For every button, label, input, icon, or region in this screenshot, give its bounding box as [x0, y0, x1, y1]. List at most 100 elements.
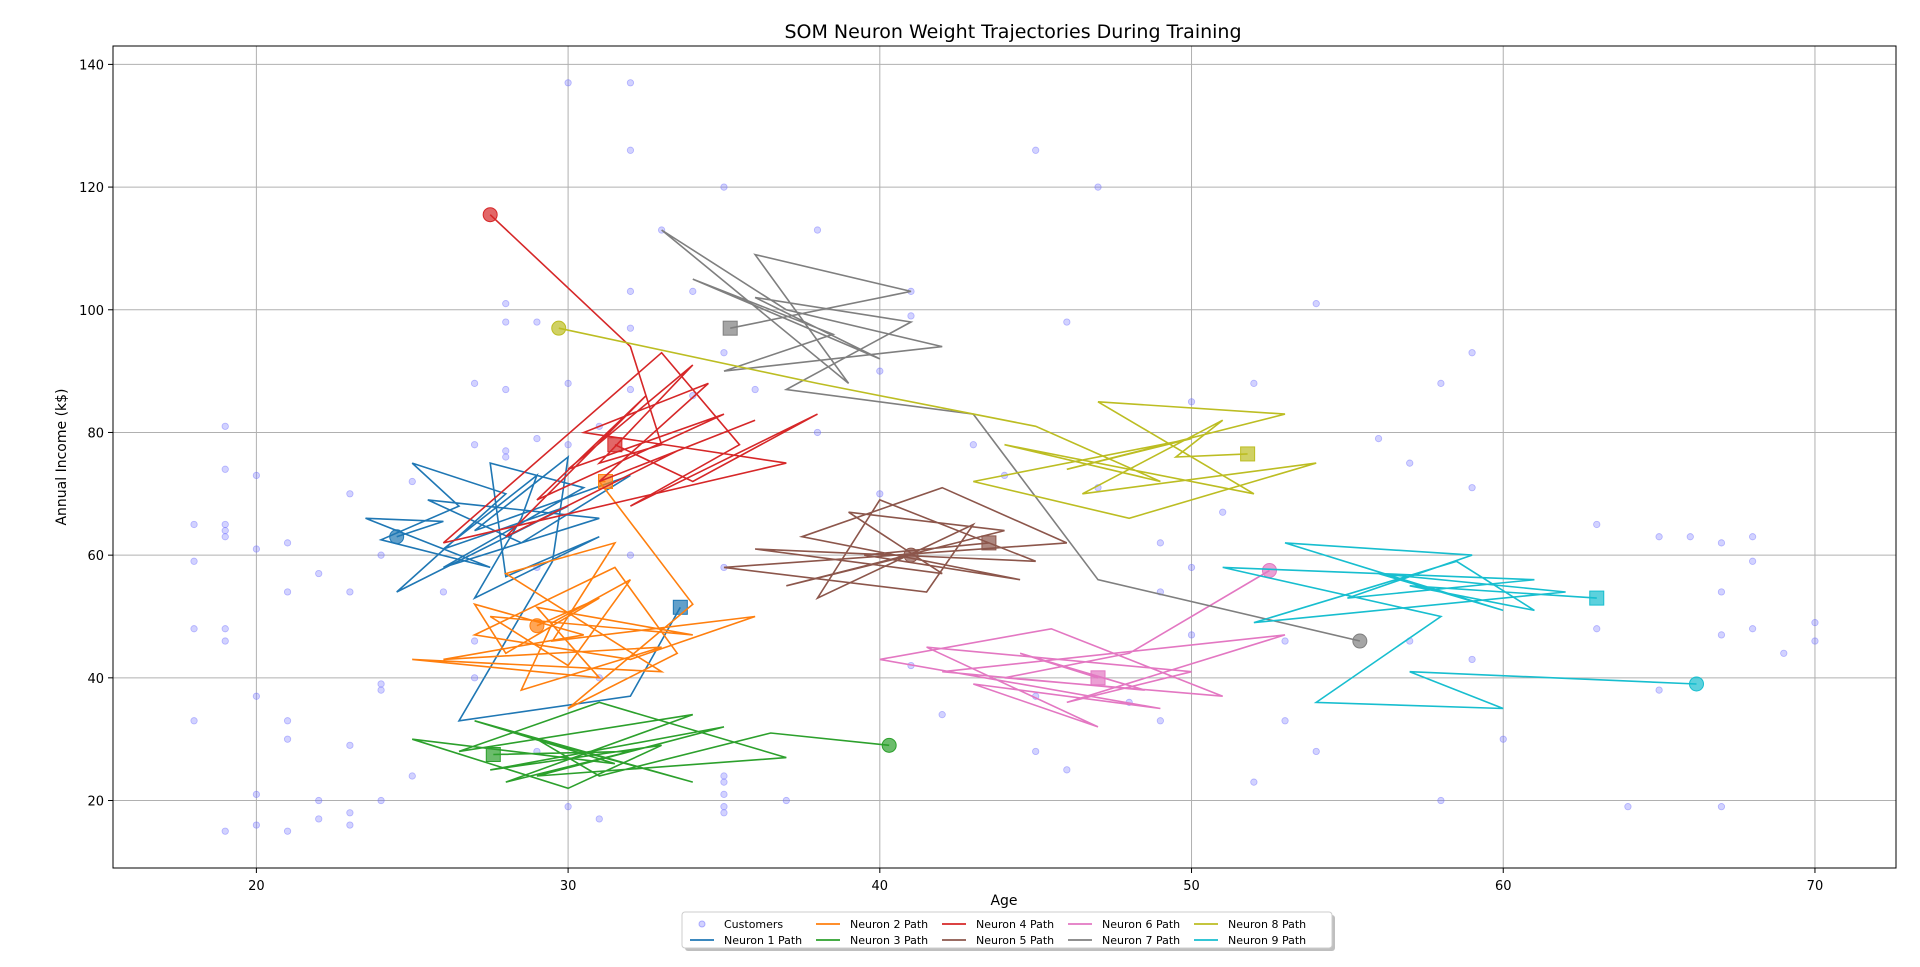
legend-label: Neuron 7 Path — [1102, 934, 1180, 947]
neuron-4-path — [442, 214, 818, 544]
customer-point — [595, 815, 603, 823]
customer-point — [1468, 349, 1476, 357]
customer-point — [1063, 318, 1071, 326]
neuron-1-path — [365, 455, 681, 722]
customer-point — [1281, 717, 1289, 725]
customer-point — [720, 183, 728, 191]
customer-point — [190, 717, 198, 725]
customer-point — [502, 385, 510, 394]
customer-point — [533, 318, 541, 326]
neuron-9-start-marker — [1689, 676, 1705, 692]
legend-entry: Neuron 8 Path — [1194, 918, 1306, 931]
y-tick-label: 100 — [79, 304, 104, 319]
customer-point — [190, 557, 198, 565]
customer-point — [283, 827, 292, 835]
customer-point — [221, 625, 229, 633]
x-tick-label: 70 — [1807, 879, 1824, 894]
customer-point — [1749, 557, 1757, 565]
legend-entry: Neuron 3 Path — [816, 934, 928, 947]
customer-point — [252, 545, 260, 553]
neuron-6-start-marker — [1261, 562, 1277, 578]
customer-point — [1437, 796, 1445, 805]
legend-entry: Neuron 2 Path — [816, 918, 928, 931]
customer-point — [252, 790, 260, 798]
customer-point — [346, 741, 354, 749]
customer-point — [470, 637, 479, 645]
x-tick-label: 50 — [1183, 879, 1200, 894]
axes-frame — [112, 45, 1897, 869]
neuron-3-start-marker — [881, 737, 897, 753]
customer-point — [221, 422, 229, 430]
customer-point — [1499, 735, 1507, 743]
neuron-8-end-marker — [1240, 446, 1256, 462]
customer-point — [470, 441, 479, 449]
customer-point — [283, 539, 292, 547]
customer-point — [1187, 631, 1196, 639]
customer-point — [470, 674, 479, 682]
neuron-1-start-marker — [389, 529, 405, 545]
customer-point — [1063, 766, 1071, 774]
legend-entry: Neuron 5 Path — [942, 934, 1054, 947]
legend-label: Neuron 1 Path — [724, 934, 802, 947]
neuron-7-series — [661, 229, 1368, 649]
customer-point — [876, 490, 884, 498]
series-layer — [365, 207, 1705, 790]
customers-scatter — [190, 79, 1819, 835]
neuron-1-end-marker — [672, 599, 688, 615]
customer-point — [969, 441, 977, 449]
customer-point — [1717, 803, 1726, 811]
customer-point — [502, 453, 510, 461]
neuron-2-start-marker — [529, 618, 545, 634]
legend-label: Neuron 4 Path — [976, 918, 1054, 931]
customer-point — [346, 809, 354, 817]
customer-point — [283, 735, 292, 743]
neuron-6-end-marker — [1090, 670, 1106, 686]
neuron-5-end-marker — [981, 535, 997, 551]
neuron-9-end-marker — [1589, 590, 1605, 606]
customer-point — [564, 803, 572, 811]
customer-point — [346, 490, 354, 498]
customer-point — [626, 324, 635, 332]
customer-point — [502, 447, 510, 455]
neuron-2-path — [412, 480, 756, 710]
y-tick-label: 140 — [79, 58, 104, 73]
x-tick-label: 40 — [872, 879, 889, 894]
customer-point — [1811, 637, 1819, 645]
customer-point — [626, 79, 635, 87]
neuron-7-start-marker — [1352, 633, 1368, 649]
customer-point — [564, 79, 572, 87]
customer-point — [564, 379, 572, 387]
y-tick-label: 120 — [79, 181, 104, 196]
customer-point — [1312, 300, 1320, 308]
customer-point — [1655, 533, 1663, 541]
customer-point — [408, 477, 416, 486]
customer-point — [502, 318, 510, 326]
customer-point — [689, 392, 697, 400]
customer-point — [564, 441, 572, 449]
legend-label: Neuron 6 Path — [1102, 918, 1180, 931]
customer-point — [408, 772, 416, 780]
customer-point — [283, 717, 292, 725]
legend-entry: Neuron 4 Path — [942, 918, 1054, 931]
legend-label: Neuron 3 Path — [850, 934, 928, 947]
legend-entry: Customers — [698, 918, 783, 931]
x-axis-label: Age — [990, 893, 1017, 909]
customer-point — [1717, 539, 1726, 547]
neuron-6-series — [879, 562, 1286, 728]
customer-point — [283, 588, 292, 596]
customer-point — [1219, 508, 1227, 516]
customer-point — [1468, 484, 1476, 492]
chart-title: SOM Neuron Weight Trajectories During Tr… — [784, 21, 1241, 43]
customer-point — [1032, 747, 1040, 756]
x-tick-label: 60 — [1495, 879, 1512, 894]
legend-entry: Neuron 7 Path — [1068, 934, 1180, 947]
customer-point — [720, 772, 728, 780]
neuron-3-path — [411, 701, 890, 790]
customer-point — [315, 815, 323, 823]
neuron-5-start-marker — [903, 547, 919, 563]
customer-point — [720, 349, 728, 357]
grid-layer — [113, 46, 1896, 868]
customer-point — [315, 796, 323, 805]
customer-point — [315, 569, 323, 578]
